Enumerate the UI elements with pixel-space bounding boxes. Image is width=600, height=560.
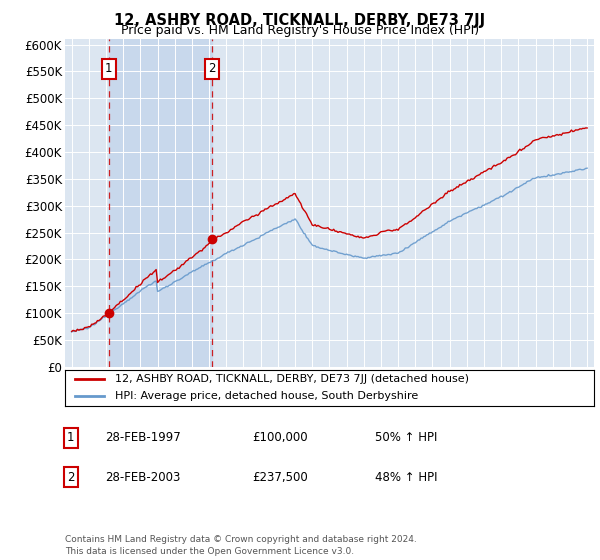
Text: 2: 2 [67, 470, 74, 484]
Text: 1: 1 [105, 62, 112, 75]
Text: Price paid vs. HM Land Registry's House Price Index (HPI): Price paid vs. HM Land Registry's House … [121, 24, 479, 37]
Text: 12, ASHBY ROAD, TICKNALL, DERBY, DE73 7JJ: 12, ASHBY ROAD, TICKNALL, DERBY, DE73 7J… [115, 13, 485, 28]
Text: HPI: Average price, detached house, South Derbyshire: HPI: Average price, detached house, Sout… [115, 391, 418, 401]
Text: 28-FEB-1997: 28-FEB-1997 [105, 431, 181, 445]
Text: 50% ↑ HPI: 50% ↑ HPI [375, 431, 437, 445]
Text: £237,500: £237,500 [252, 470, 308, 484]
Text: Contains HM Land Registry data © Crown copyright and database right 2024.
This d: Contains HM Land Registry data © Crown c… [65, 535, 416, 556]
Text: 1: 1 [67, 431, 74, 445]
Bar [109, 39, 212, 367]
Text: 2: 2 [208, 62, 215, 75]
Text: £100,000: £100,000 [252, 431, 308, 445]
Text: 12, ASHBY ROAD, TICKNALL, DERBY, DE73 7JJ (detached house): 12, ASHBY ROAD, TICKNALL, DERBY, DE73 7J… [115, 375, 469, 384]
Text: 28-FEB-2003: 28-FEB-2003 [105, 470, 181, 484]
Text: 48% ↑ HPI: 48% ↑ HPI [375, 470, 437, 484]
